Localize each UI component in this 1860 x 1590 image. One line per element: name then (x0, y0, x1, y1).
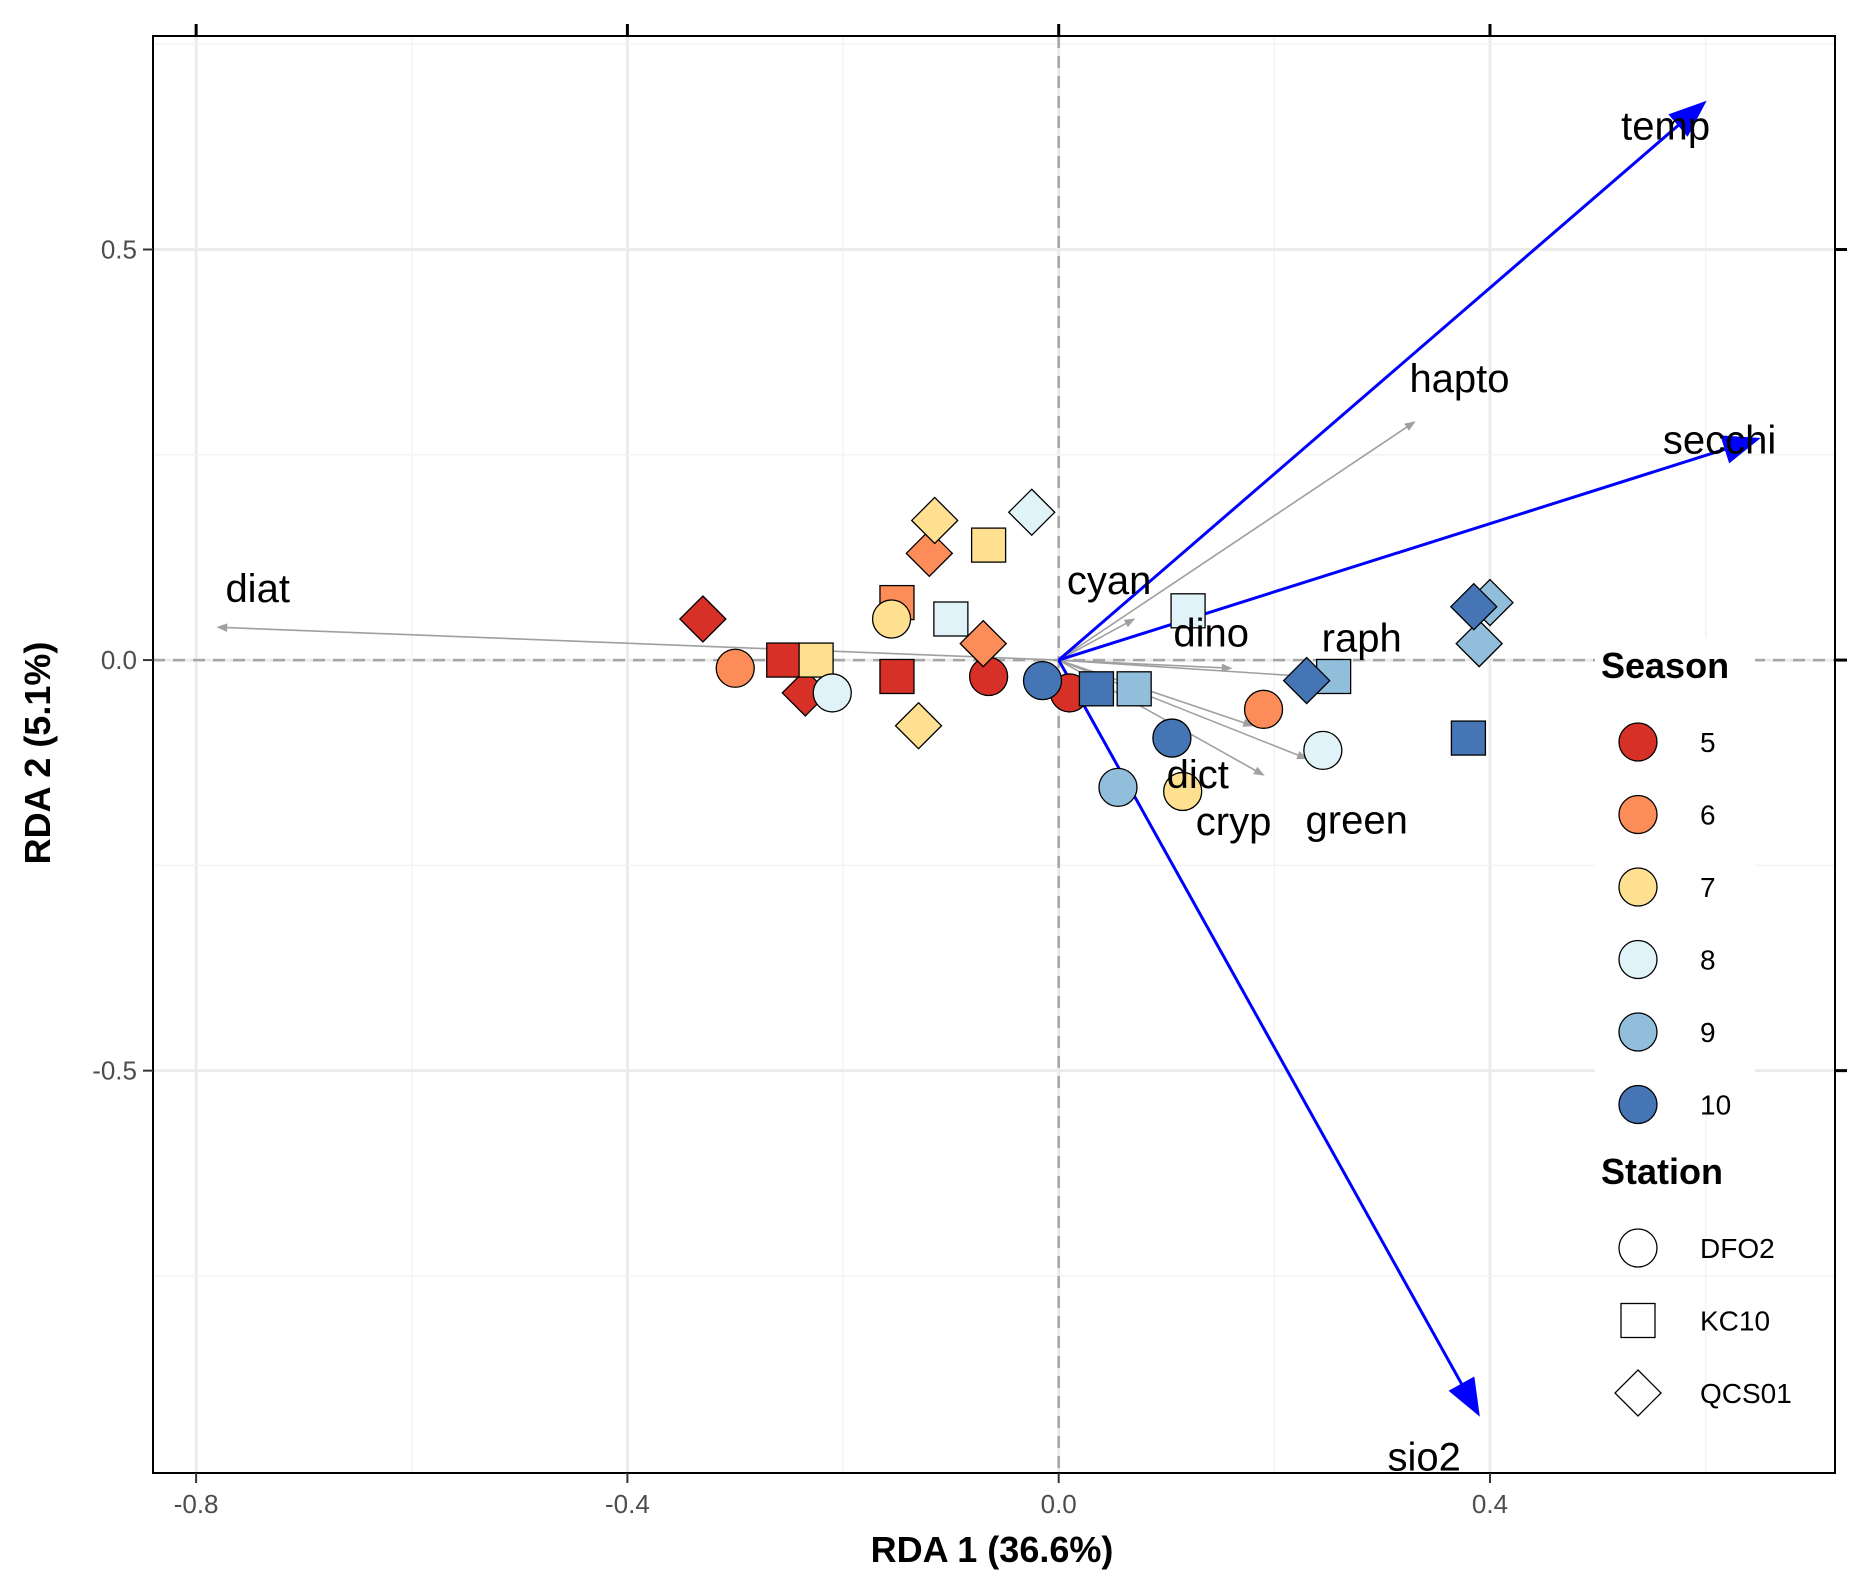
species-vector-diat (216, 623, 1059, 661)
sample-point (894, 701, 943, 750)
sample-point (1303, 730, 1343, 771)
species-label-dino: dino (1173, 611, 1249, 655)
axis-ticks: -0.8 -0.4 0.0 0.4 -0.5 0.0 0.5 (92, 24, 1847, 1519)
sample-point (871, 599, 912, 639)
species-label-hapto: hapto (1409, 357, 1509, 401)
sample-point (1078, 671, 1115, 707)
sample-point (1116, 671, 1152, 707)
x-tick-label: -0.8 (174, 1489, 219, 1519)
species-vector-cyan-shaft (1058, 622, 1127, 661)
legend-key-season-7 (1618, 867, 1658, 907)
legend-key-season-10 (1618, 1084, 1658, 1125)
species-label-cyan: cyan (1067, 559, 1152, 603)
sample-point (1170, 593, 1206, 629)
species-label-green: green (1306, 799, 1408, 843)
legend-label-season-9: 9 (1700, 1017, 1716, 1048)
species-vector-cryp-head (1253, 766, 1265, 776)
sample-point (879, 658, 915, 695)
legend-label-season-6: 6 (1700, 800, 1716, 831)
y-axis-title: RDA 2 (5.1%) (17, 642, 58, 865)
species-vector-green-head (1296, 751, 1308, 760)
legend-label-station-QCS01: QCS01 (1700, 1378, 1792, 1409)
species-label-raph: raph (1322, 616, 1402, 660)
sample-point (766, 642, 802, 678)
env-vector-temp-shaft (1057, 124, 1680, 662)
legend-title-season: Season (1601, 645, 1729, 686)
legend-key-season-8 (1618, 939, 1658, 980)
x-tick-label: 0.0 (1041, 1489, 1077, 1519)
legend-key-station-DFO2 (1618, 1228, 1658, 1268)
y-tick-label: 0.0 (101, 645, 137, 675)
env-vector-sio2-head (1448, 1376, 1480, 1417)
y-tick-label: 0.5 (101, 234, 137, 264)
species-label-diat: diat (225, 567, 290, 611)
sample-point (905, 529, 954, 578)
x-tick-label: -0.4 (605, 1489, 650, 1519)
species-vector-cyan-head (1123, 618, 1136, 628)
env-vector-temp (1057, 100, 1707, 662)
legend-title-station: Station (1601, 1151, 1723, 1192)
sample-point (1007, 488, 1056, 537)
sample-point (968, 656, 1009, 697)
species-vector-diat-head (216, 623, 228, 632)
sample-point (715, 648, 755, 688)
sample-point (910, 496, 959, 545)
sample-point (933, 601, 969, 637)
species-vector-hapto-head (1404, 421, 1416, 431)
legend-label-season-5: 5 (1700, 727, 1716, 758)
species-vector-raph-shaft (1058, 659, 1298, 677)
sample-point (678, 595, 727, 643)
legend-key-season-5 (1618, 722, 1658, 762)
legend-label-station-KC10: KC10 (1700, 1306, 1770, 1337)
species-vector-hapto (1058, 421, 1416, 661)
sample-point (1282, 656, 1331, 705)
env-label-secchi: secchi (1663, 418, 1776, 462)
sample-point (1152, 718, 1192, 758)
y-tick-label: -0.5 (92, 1056, 137, 1086)
legend-label-season-10: 10 (1700, 1090, 1731, 1121)
legend-label-station-DFO2: DFO2 (1700, 1233, 1775, 1264)
sample-point (1243, 689, 1284, 729)
species-vector-cyan (1058, 618, 1136, 661)
panel-border (152, 35, 1836, 1474)
legend-key-station-KC10 (1620, 1302, 1656, 1339)
sample-point (970, 527, 1007, 563)
legend-label-season-8: 8 (1700, 945, 1716, 976)
species-vector-hapto-shaft (1058, 426, 1408, 661)
env-vector-secchi-shaft (1058, 447, 1726, 662)
sample-point (1455, 619, 1504, 668)
sample-point (1163, 771, 1203, 812)
env-vector-temp-head (1668, 100, 1707, 137)
sample-point (1022, 660, 1063, 701)
legend: Season Station 5 6 7 8 9 10 DFO2 KC10 QCS01 (1595, 638, 1792, 1417)
sample-point (1098, 767, 1138, 807)
species-vector-dino-head (1221, 663, 1233, 673)
sample-point (798, 642, 834, 678)
species-label-cryp: cryp (1196, 800, 1272, 844)
env-vector-secchi (1058, 435, 1761, 662)
sample-point (812, 673, 852, 713)
sample-point (1450, 720, 1487, 756)
legend-label-season-7: 7 (1700, 872, 1716, 903)
legend-items: 5 6 7 8 9 10 DFO2 KC10 QCS01 (1614, 722, 1792, 1417)
x-tick-label: 0.4 (1472, 1489, 1508, 1519)
env-label-temp: temp (1621, 105, 1710, 149)
sample-point (1449, 582, 1498, 631)
species-vector-dict-head (1242, 718, 1255, 727)
legend-key-season-9 (1618, 1012, 1658, 1052)
species-vector-diat-shaft (226, 626, 1059, 661)
sample-points (678, 488, 1514, 812)
legend-key-station-QCS01 (1614, 1369, 1662, 1417)
x-axis-title: RDA 1 (36.6%) (871, 1529, 1114, 1570)
species-label-dict: dict (1167, 753, 1229, 797)
legend-key-season-6 (1618, 794, 1658, 835)
env-vector-secchi-head (1720, 435, 1761, 464)
